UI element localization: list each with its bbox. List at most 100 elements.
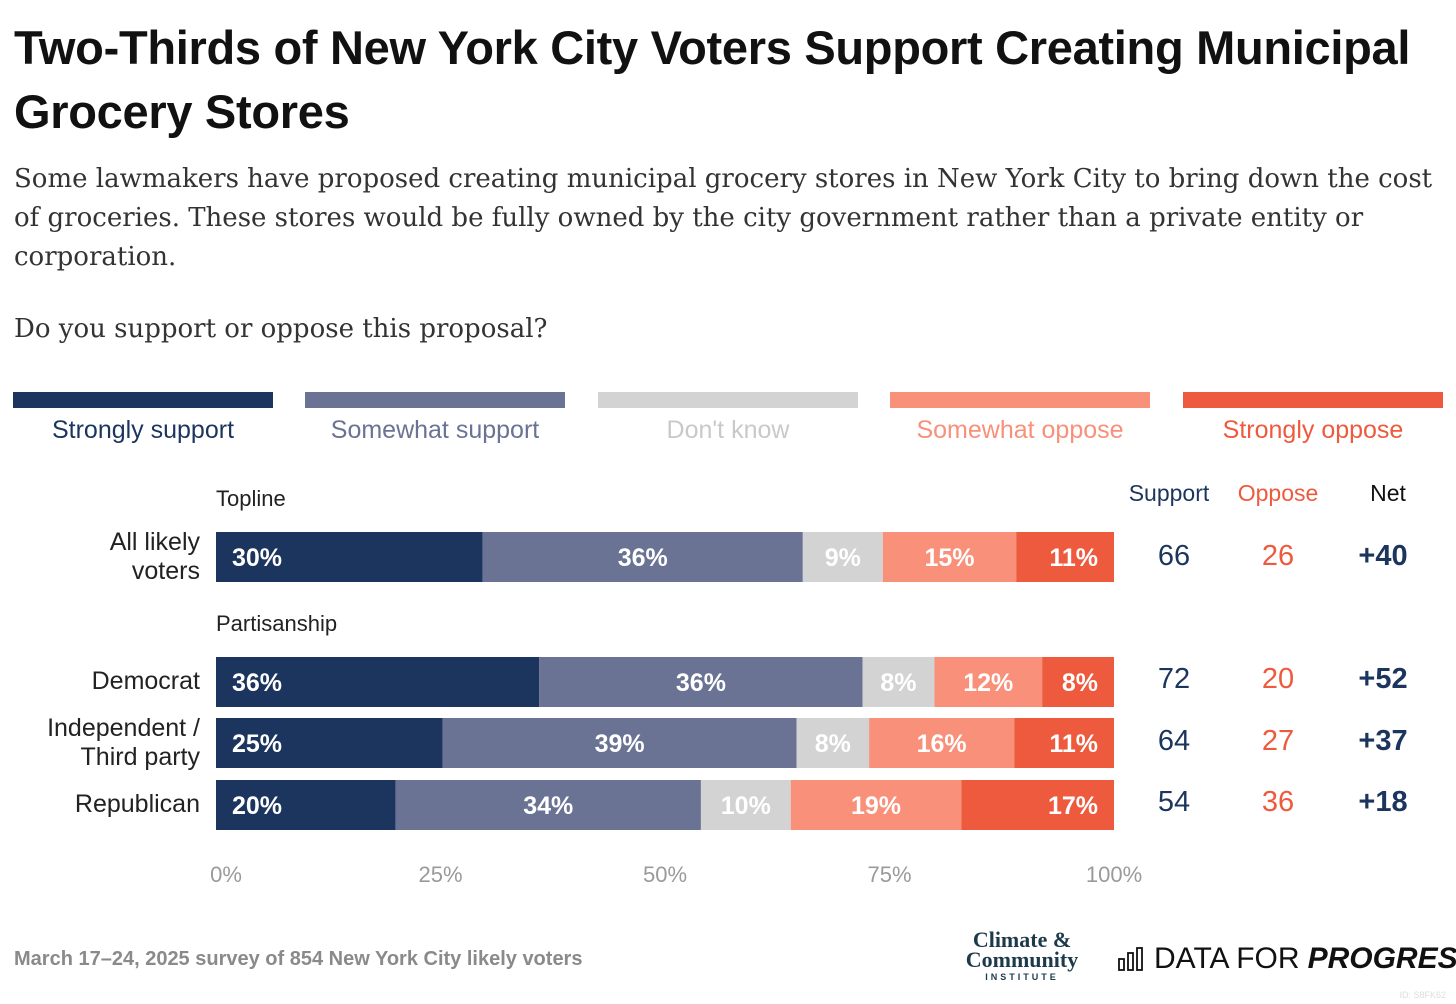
logo-text: PROGRESS <box>1307 942 1456 975</box>
row-label-line: voters <box>131 557 200 585</box>
row-label-line: Democrat <box>91 667 200 695</box>
bar-segment <box>869 718 1015 768</box>
oppose-value: 20 <box>1261 663 1295 695</box>
legend-label: Somewhat oppose <box>916 416 1124 444</box>
column-header-oppose: Oppose <box>1237 480 1319 506</box>
support-value: 72 <box>1157 663 1191 695</box>
legend-swatch <box>13 392 273 408</box>
climate-community-institute-logo: Climate & Community INSTITUTE <box>954 927 1090 983</box>
legend-item-strongly-oppose: Strongly oppose <box>1183 392 1443 445</box>
bar-segment <box>216 718 443 768</box>
footer-source: March 17–24, 2025 survey of 854 New York… <box>14 948 583 970</box>
row-label-democrat: Democrat <box>92 667 200 696</box>
x-tick-label: 50% <box>643 862 687 887</box>
section-label-partisanship: Partisanship <box>216 611 338 636</box>
legend-swatch <box>890 392 1150 408</box>
data-label: 10% <box>721 792 771 820</box>
data-label: 15% <box>924 544 974 572</box>
data-label: 8% <box>815 730 851 758</box>
data-label: 36% <box>232 669 282 697</box>
bar-segment <box>1014 718 1114 768</box>
net-value: +18 <box>1358 786 1408 818</box>
bar-segment <box>961 780 1114 830</box>
support-value: 66 <box>1157 540 1191 572</box>
row-label-line: Independent / <box>47 714 200 742</box>
data-label: 8% <box>880 669 916 697</box>
legend-label: Somewhat support <box>330 416 540 444</box>
logo-text: INSTITUTE <box>985 972 1059 982</box>
column-header-support: Support <box>1128 480 1210 506</box>
logo-text: Climate & <box>972 927 1072 952</box>
x-tick-label: 0% <box>210 862 242 887</box>
bar-segment <box>216 657 540 707</box>
data-label: 36% <box>618 544 668 572</box>
x-tick-label: 25% <box>418 862 462 887</box>
legend-item-somewhat-support: Somewhat support <box>305 392 565 445</box>
bar-segment <box>539 657 863 707</box>
bar-segment <box>796 718 870 768</box>
data-label: 11% <box>1049 730 1098 758</box>
row-label-line: All likely <box>109 528 200 556</box>
bar-segment <box>700 780 791 830</box>
net-value: +52 <box>1358 663 1408 695</box>
data-label: 9% <box>825 544 861 572</box>
row-label-republican: Republican <box>75 790 200 819</box>
logo-text: DATA FOR <box>1154 942 1300 975</box>
data-label: 8% <box>1062 669 1098 697</box>
bar-segment <box>482 532 803 582</box>
oppose-value: 36 <box>1261 786 1295 818</box>
bar-segment <box>442 718 797 768</box>
bar-segment <box>790 780 962 830</box>
legend-label: Strongly support <box>51 416 235 444</box>
support-value: 54 <box>1157 786 1191 818</box>
data-label: 36% <box>676 669 726 697</box>
legend-swatch <box>305 392 565 408</box>
bar-segment <box>1042 657 1114 707</box>
bar-segment <box>934 657 1043 707</box>
data-label: 17% <box>1048 792 1098 820</box>
bar-segment <box>882 532 1017 582</box>
logo-text: Community <box>965 947 1079 972</box>
oppose-value: 27 <box>1261 725 1295 757</box>
legend-label: Don't know <box>666 416 790 444</box>
chart-title: Two-Thirds of New York City Voters Suppo… <box>14 21 1411 138</box>
data-label: 25% <box>232 730 282 758</box>
bar-segment <box>1016 532 1114 582</box>
support-value: 64 <box>1157 725 1191 757</box>
x-tick-label: 75% <box>867 862 911 887</box>
column-header-net: Net <box>1370 480 1406 506</box>
bar-segment <box>216 532 483 582</box>
data-label: 19% <box>851 792 901 820</box>
data-label: 34% <box>523 792 573 820</box>
section-label-topline: Topline <box>216 486 286 511</box>
data-label: 11% <box>1049 544 1098 572</box>
row-label-all-likely-voters: All likely voters <box>110 528 200 586</box>
row-label-independent: Independent / Third party <box>47 714 200 772</box>
net-value: +40 <box>1358 540 1408 572</box>
data-label: 20% <box>232 792 282 820</box>
x-tick-label: 100% <box>1086 862 1142 887</box>
bar-segment <box>395 780 701 830</box>
data-label: 16% <box>917 730 967 758</box>
row-label-line: Third party <box>80 743 200 771</box>
data-label: 30% <box>232 544 282 572</box>
chart-id-mark: ID: S8FK62 <box>1399 990 1446 1000</box>
survey-question: Do you support or oppose this proposal? <box>14 314 548 344</box>
chart-subtitle: Some lawmakers have proposed creating mu… <box>14 164 1433 272</box>
legend-label: Strongly oppose <box>1222 416 1404 444</box>
legend-item-strongly-support: Strongly support <box>13 392 273 445</box>
bar-segment <box>862 657 935 707</box>
bar-segment <box>802 532 883 582</box>
data-for-progress-logo: DATA FOR PROGRESS <box>1118 942 1456 976</box>
row-label-line: Republican <box>74 790 200 818</box>
bar-segment <box>216 780 396 830</box>
legend-item-somewhat-oppose: Somewhat oppose <box>890 392 1150 445</box>
legend-swatch <box>1183 392 1443 408</box>
legend-item-dont-know: Don't know <box>598 392 858 445</box>
data-label: 39% <box>595 730 645 758</box>
bar-chart-icon <box>1118 947 1143 971</box>
legend-swatch <box>598 392 858 408</box>
oppose-value: 26 <box>1261 540 1295 572</box>
data-label: 12% <box>963 669 1013 697</box>
